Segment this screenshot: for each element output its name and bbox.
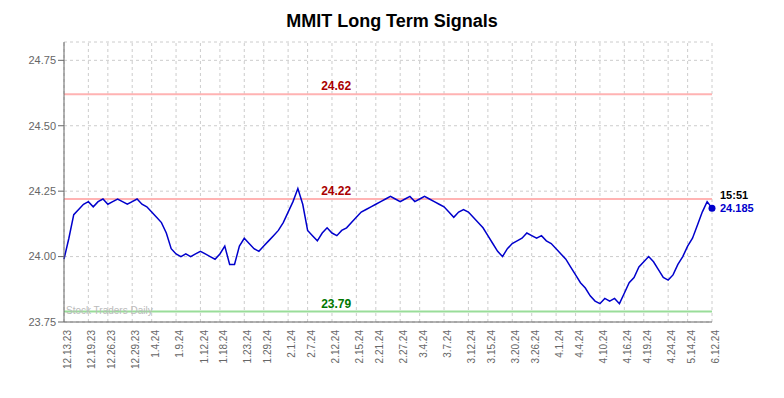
svg-text:6.12.24: 6.12.24	[710, 330, 721, 364]
svg-text:1.4.24: 1.4.24	[150, 330, 161, 358]
svg-text:4.10.24: 4.10.24	[598, 330, 609, 364]
svg-text:2.15.24: 2.15.24	[354, 330, 365, 364]
svg-text:5.14.24: 5.14.24	[686, 330, 697, 364]
svg-text:12.13.23: 12.13.23	[62, 330, 73, 369]
svg-text:1.23.24: 1.23.24	[242, 330, 253, 364]
svg-text:24.62: 24.62	[321, 79, 351, 93]
svg-text:4.16.24: 4.16.24	[622, 330, 633, 364]
svg-text:24.25: 24.25	[28, 185, 56, 197]
svg-text:1.9.24: 1.9.24	[174, 330, 185, 358]
svg-text:4.19.24: 4.19.24	[642, 330, 653, 364]
svg-text:3.20.24: 3.20.24	[510, 330, 521, 364]
svg-text:3.26.24: 3.26.24	[530, 330, 541, 364]
svg-text:4.24.24: 4.24.24	[666, 330, 677, 364]
svg-text:2.7.24: 2.7.24	[306, 330, 317, 358]
svg-text:24.50: 24.50	[28, 120, 56, 132]
svg-text:1.18.24: 1.18.24	[218, 330, 229, 364]
svg-text:12.19.23: 12.19.23	[86, 330, 97, 369]
svg-text:12.29.23: 12.29.23	[130, 330, 141, 369]
svg-text:2.1.24: 2.1.24	[286, 330, 297, 358]
svg-text:2.12.24: 2.12.24	[330, 330, 341, 364]
svg-text:4.1.24: 4.1.24	[554, 330, 565, 358]
svg-text:24.185: 24.185	[720, 202, 754, 214]
svg-text:1.12.24: 1.12.24	[199, 330, 210, 364]
svg-text:24.22: 24.22	[321, 184, 351, 198]
svg-text:23.75: 23.75	[28, 316, 56, 328]
html-text:MMIT Long Term Signals: MMIT Long Term Signals	[286, 11, 498, 31]
svg-text:2.27.24: 2.27.24	[398, 330, 409, 364]
svg-text:12.26.23: 12.26.23	[106, 330, 117, 369]
svg-text:Stock Traders Daily: Stock Traders Daily	[66, 305, 153, 316]
svg-text:3.12.24: 3.12.24	[466, 330, 477, 364]
svg-text:2.21.24: 2.21.24	[374, 330, 385, 364]
svg-text:1.29.24: 1.29.24	[262, 330, 273, 364]
svg-text:15:51: 15:51	[720, 189, 748, 201]
svg-text:3.7.24: 3.7.24	[442, 330, 453, 358]
svg-text:24.75: 24.75	[28, 54, 56, 66]
svg-text:3.15.24: 3.15.24	[486, 330, 497, 364]
svg-text:24.00: 24.00	[28, 250, 56, 262]
svg-text:4.4.24: 4.4.24	[574, 330, 585, 358]
svg-text:23.79: 23.79	[321, 297, 351, 311]
svg-text:3.4.24: 3.4.24	[418, 330, 429, 358]
